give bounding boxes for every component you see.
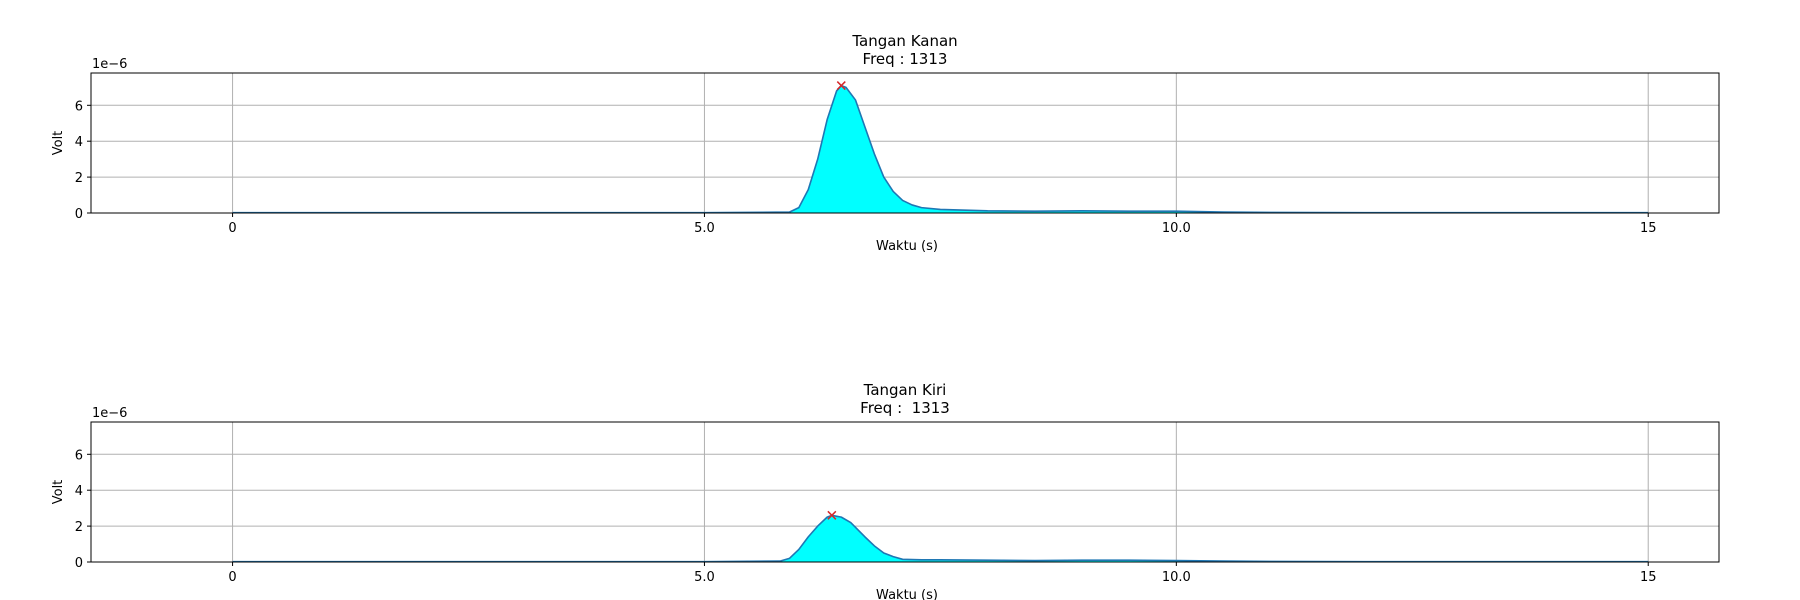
peak-marker bbox=[836, 81, 846, 91]
y-tick-label: 4 bbox=[75, 135, 83, 150]
x-tick-label: 15 bbox=[1640, 570, 1657, 585]
x-tick-label: 0 bbox=[228, 570, 236, 585]
x-tick-label: 0 bbox=[228, 221, 236, 236]
chart-subtitle: Freq : 1313 bbox=[860, 399, 950, 417]
y-scale-label: 1e−6 bbox=[92, 57, 127, 72]
x-axis-label: Waktu (s) bbox=[876, 588, 938, 600]
y-tick-label: 6 bbox=[75, 448, 83, 463]
x-tick-label: 10.0 bbox=[1162, 570, 1191, 585]
chart-title: Tangan Kanan bbox=[851, 32, 957, 50]
x-tick-label: 5.0 bbox=[694, 221, 715, 236]
peak-marker bbox=[827, 510, 837, 520]
y-tick-label: 4 bbox=[75, 484, 83, 499]
signal-line bbox=[232, 514, 1649, 563]
chart-panel-2: 0 5.0 10.0 15 0 2 4 6 1e−6 Waktu (s) Volt Tangan Ki… bbox=[51, 381, 1720, 600]
plot-frame bbox=[90, 72, 1720, 214]
chart-panel-1: 0 5.0 10.0 15 0 2 4 6 1e−6 Waktu (s) Volt Tangan Ka… bbox=[51, 32, 1720, 254]
x-tick-label: 5.0 bbox=[694, 570, 715, 585]
signal-line bbox=[232, 84, 1649, 214]
y-tick-label: 6 bbox=[75, 99, 83, 114]
y-axis-label: Volt bbox=[51, 480, 66, 505]
chart-subtitle: Freq : 1313 bbox=[863, 50, 948, 68]
y-tick-label: 2 bbox=[75, 171, 83, 186]
y-axis-label: Volt bbox=[51, 131, 66, 156]
signal-area-fill bbox=[232, 515, 1649, 562]
x-axis-label: Waktu (s) bbox=[876, 239, 938, 254]
y-tick-label: 2 bbox=[75, 520, 83, 535]
signal-area-fill bbox=[232, 85, 1649, 213]
plot-frame bbox=[90, 421, 1720, 563]
y-scale-label: 1e−6 bbox=[92, 406, 127, 421]
y-tick-label: 0 bbox=[75, 207, 83, 222]
x-tick-label: 10.0 bbox=[1162, 221, 1191, 236]
y-tick-label: 0 bbox=[75, 556, 83, 571]
x-tick-label: 15 bbox=[1640, 221, 1657, 236]
chart-title: Tangan Kiri bbox=[863, 381, 947, 399]
